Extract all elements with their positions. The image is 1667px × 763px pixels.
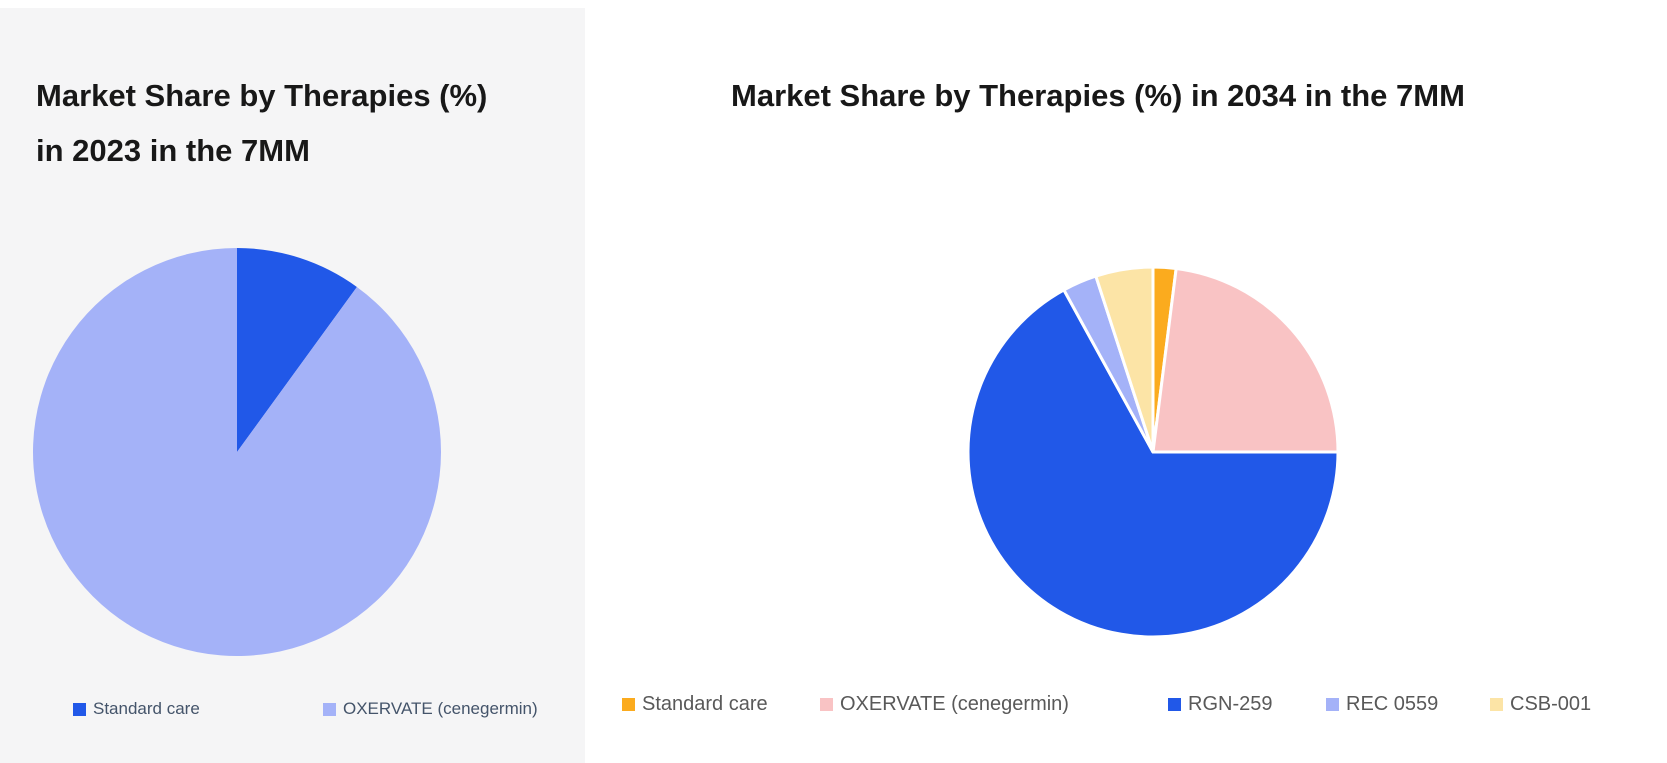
legend-item-standard-care[interactable]: Standard care <box>73 699 200 719</box>
legend-swatch-icon <box>820 698 833 711</box>
chart-title-2023: Market Share by Therapies (%) in 2023 in… <box>36 68 487 178</box>
pie-slice-rgn-259[interactable] <box>966 288 1340 639</box>
legend-item-rec-0559[interactable]: REC 0559 <box>1326 693 1438 716</box>
legend-item-standard-care[interactable]: Standard care <box>622 693 768 716</box>
legend-label: Standard care <box>93 699 200 718</box>
legend-item-oxervate-cenegermin[interactable]: OXERVATE (cenegermin) <box>323 699 538 719</box>
legend-label: CSB-001 <box>1510 693 1592 715</box>
panel-2034: Market Share by Therapies (%) in 2034 in… <box>585 0 1667 763</box>
legend-item-csb-001[interactable]: CSB-001 <box>1490 693 1591 716</box>
legend-swatch-icon <box>1168 698 1181 711</box>
pie-chart-2034[interactable] <box>964 263 1342 641</box>
pie-slice-standard-care[interactable] <box>237 248 357 452</box>
pie-slice-oxervate-cenegermin[interactable] <box>33 248 441 656</box>
legend-swatch-icon <box>1326 698 1339 711</box>
legend-label: Standard care <box>642 693 768 715</box>
legend-swatch-icon <box>323 702 336 716</box>
chart-title-2023-line1: Market Share by Therapies (%) <box>36 78 488 113</box>
legend-2023: Standard care OXERVATE (cenegermin) <box>0 699 585 721</box>
pie-slice-csb-001[interactable] <box>1094 265 1155 454</box>
legend-label: OXERVATE (cenegermin) <box>840 693 1069 715</box>
panel-2023: Market Share by Therapies (%) in 2023 in… <box>0 8 585 763</box>
pie-chart-2023[interactable] <box>33 248 441 656</box>
pie-slice-oxervate-cenegermin[interactable] <box>1151 266 1340 454</box>
chart-title-2034: Market Share by Therapies (%) in 2034 in… <box>731 78 1465 113</box>
legend-label: OXERVATE (cenegermin) <box>343 699 538 718</box>
legend-label: REC 0559 <box>1346 693 1439 715</box>
legend-item-rgn-259[interactable]: RGN-259 <box>1168 693 1272 716</box>
legend-swatch-icon <box>1490 698 1503 711</box>
legend-swatch-icon <box>622 698 635 711</box>
chart-title-2023-line2: in 2023 in the 7MM <box>36 133 310 168</box>
legend-2034: Standard care OXERVATE (cenegermin) RGN-25… <box>585 693 1667 715</box>
legend-label: RGN-259 <box>1188 693 1273 715</box>
legend-item-oxervate-cenegermin[interactable]: OXERVATE (cenegermin) <box>820 693 1069 716</box>
legend-swatch-icon <box>73 702 86 716</box>
